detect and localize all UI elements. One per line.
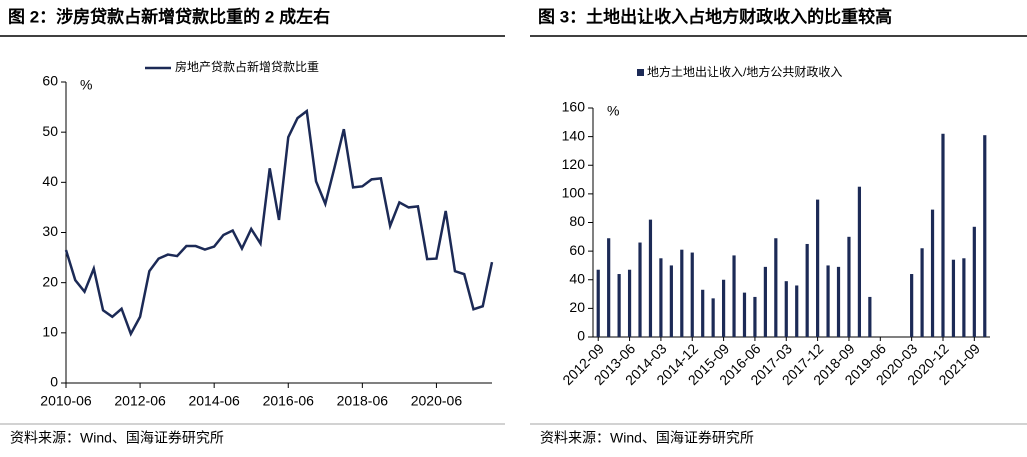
bar bbox=[951, 259, 956, 337]
bar bbox=[763, 266, 767, 337]
bar bbox=[753, 296, 757, 337]
y-tick-label: 30 bbox=[42, 223, 58, 239]
bar bbox=[857, 186, 862, 337]
bar bbox=[795, 285, 799, 337]
bar bbox=[648, 219, 653, 337]
bar bbox=[701, 289, 705, 337]
x-tick-label: 2016-06 bbox=[263, 393, 315, 409]
y-tick-label: 0 bbox=[577, 328, 585, 344]
x-tick-label: 2018-06 bbox=[337, 393, 389, 409]
y-tick-label: 60 bbox=[569, 242, 585, 258]
chart-title: 图 3：土地出让收入占地方财政收入的比重较高 bbox=[538, 6, 892, 26]
bar bbox=[983, 135, 987, 337]
y-tick-label: 40 bbox=[569, 270, 585, 286]
bar bbox=[868, 296, 872, 337]
bar bbox=[972, 226, 976, 337]
legend-label: 地方土地出让收入/地方公共财政收入 bbox=[647, 64, 842, 79]
x-tick-label: 2014-06 bbox=[188, 393, 240, 409]
chart-title: 图 2：涉房贷款占新增贷款比重的 2 成左右 bbox=[8, 6, 330, 26]
bar bbox=[680, 249, 684, 337]
y-tick-label: 60 bbox=[42, 73, 58, 89]
y-tick-label: 140 bbox=[562, 127, 586, 143]
y-tick-label: 160 bbox=[562, 99, 586, 115]
bar bbox=[774, 238, 778, 337]
bar bbox=[617, 274, 621, 337]
x-tick-label: 2010-06 bbox=[40, 393, 92, 409]
x-tick-label: 2020-06 bbox=[411, 393, 463, 409]
y-tick-label: 20 bbox=[42, 273, 58, 289]
bar bbox=[742, 292, 747, 337]
source: 资料来源：Wind、国海证券研究所 bbox=[10, 430, 224, 446]
bar bbox=[659, 258, 663, 337]
bar bbox=[847, 236, 851, 337]
source: 资料来源：Wind、国海证券研究所 bbox=[540, 430, 754, 446]
y-tick-label: 50 bbox=[42, 123, 58, 139]
y-tick-label: 40 bbox=[42, 173, 58, 189]
bar bbox=[930, 209, 935, 337]
bar bbox=[627, 269, 632, 337]
y-tick-label: 80 bbox=[569, 213, 585, 229]
bar bbox=[962, 258, 966, 337]
y-unit: % bbox=[80, 77, 92, 93]
x-tick-label: 2012-06 bbox=[114, 393, 166, 409]
bar bbox=[826, 265, 830, 337]
bar bbox=[596, 269, 600, 337]
bar bbox=[836, 266, 841, 337]
y-tick-label: 0 bbox=[50, 374, 58, 390]
bar bbox=[816, 199, 820, 337]
bar bbox=[711, 298, 715, 337]
bar bbox=[732, 255, 736, 337]
bar bbox=[607, 238, 611, 337]
bar bbox=[690, 252, 694, 337]
bar bbox=[669, 265, 673, 337]
y-tick-label: 100 bbox=[562, 185, 586, 201]
y-tick-label: 120 bbox=[562, 156, 586, 172]
bar bbox=[784, 281, 788, 337]
bar bbox=[941, 133, 945, 337]
bar bbox=[638, 242, 642, 337]
bar bbox=[910, 274, 914, 337]
bar bbox=[920, 248, 924, 337]
y-unit: % bbox=[607, 103, 619, 119]
legend-swatch bbox=[637, 69, 644, 76]
bar bbox=[721, 279, 726, 337]
bar bbox=[805, 243, 809, 337]
y-tick-label: 20 bbox=[569, 299, 585, 315]
legend-label: 房地产贷款占新增贷款比重 bbox=[175, 59, 319, 74]
y-tick-label: 10 bbox=[42, 324, 58, 340]
line-series bbox=[64, 108, 494, 337]
